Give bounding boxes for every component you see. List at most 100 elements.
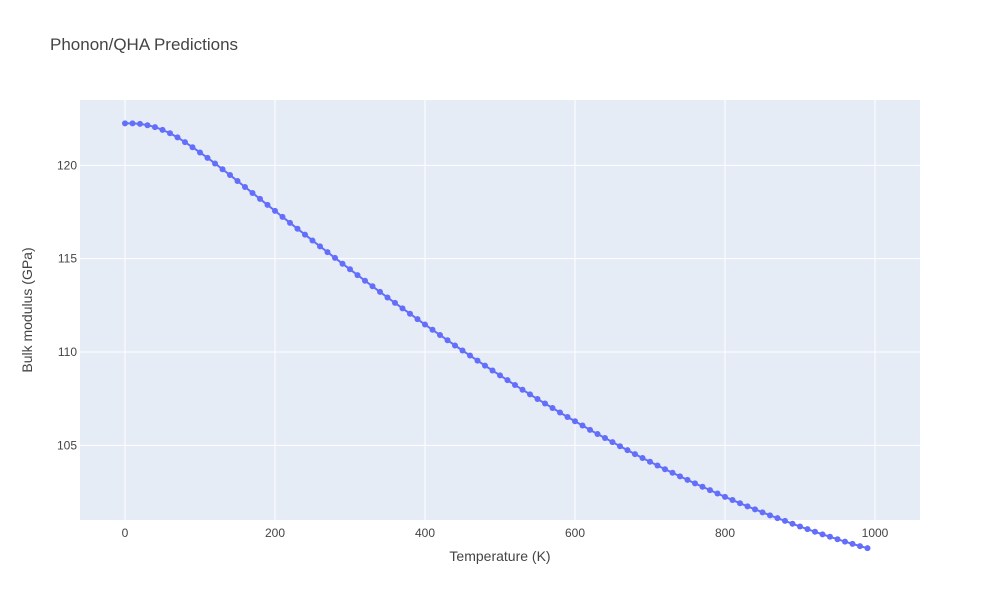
data-point[interactable]: [632, 451, 638, 458]
data-point[interactable]: [422, 321, 428, 328]
data-point[interactable]: [812, 528, 818, 535]
data-point[interactable]: [767, 512, 773, 519]
data-point[interactable]: [459, 347, 466, 354]
data-point[interactable]: [669, 469, 676, 476]
data-point[interactable]: [219, 166, 226, 173]
data-point[interactable]: [542, 400, 548, 407]
data-point[interactable]: [662, 466, 668, 473]
data-point[interactable]: [159, 126, 166, 133]
data-point[interactable]: [864, 545, 871, 552]
data-point[interactable]: [572, 418, 578, 425]
data-point[interactable]: [842, 538, 848, 545]
data-point[interactable]: [347, 266, 353, 273]
data-point[interactable]: [369, 283, 376, 290]
data-point[interactable]: [227, 172, 233, 179]
data-point[interactable]: [729, 497, 736, 504]
data-point[interactable]: [737, 500, 743, 507]
data-point[interactable]: [512, 382, 518, 389]
data-point[interactable]: [579, 422, 586, 429]
data-point[interactable]: [384, 294, 391, 301]
data-point[interactable]: [827, 533, 833, 540]
data-point[interactable]: [527, 391, 533, 398]
data-point[interactable]: [744, 503, 751, 510]
data-point[interactable]: [339, 260, 346, 267]
data-point[interactable]: [549, 405, 556, 411]
data-point[interactable]: [789, 520, 796, 527]
data-point[interactable]: [287, 219, 293, 226]
data-point[interactable]: [699, 483, 706, 490]
data-point[interactable]: [489, 367, 496, 374]
data-point[interactable]: [474, 357, 481, 364]
data-point[interactable]: [294, 225, 301, 232]
data-point[interactable]: [279, 213, 286, 220]
data-point[interactable]: [647, 458, 653, 465]
data-point[interactable]: [197, 149, 203, 156]
data-point[interactable]: [392, 299, 398, 306]
data-point[interactable]: [377, 288, 383, 295]
data-point[interactable]: [857, 543, 863, 550]
data-point[interactable]: [782, 517, 788, 524]
data-point[interactable]: [257, 195, 263, 202]
data-point[interactable]: [482, 362, 488, 369]
data-point[interactable]: [309, 237, 316, 244]
data-point[interactable]: [414, 316, 421, 323]
data-point[interactable]: [677, 473, 683, 480]
data-point[interactable]: [444, 337, 451, 344]
data-point[interactable]: [429, 326, 436, 333]
data-point[interactable]: [324, 249, 331, 256]
data-point[interactable]: [272, 207, 278, 214]
data-point[interactable]: [182, 139, 188, 146]
data-point[interactable]: [752, 506, 758, 513]
data-point[interactable]: [152, 124, 158, 131]
data-point[interactable]: [722, 493, 728, 500]
data-point[interactable]: [692, 480, 698, 487]
data-point[interactable]: [332, 254, 338, 261]
data-point[interactable]: [399, 305, 406, 312]
data-point[interactable]: [654, 462, 661, 469]
data-point[interactable]: [594, 430, 601, 437]
data-point[interactable]: [609, 439, 616, 446]
data-point[interactable]: [617, 443, 623, 450]
data-point[interactable]: [137, 120, 143, 127]
data-point[interactable]: [249, 189, 256, 196]
data-point[interactable]: [714, 490, 721, 497]
data-point[interactable]: [467, 352, 473, 359]
data-point[interactable]: [849, 540, 856, 547]
data-point[interactable]: [504, 377, 511, 384]
data-point[interactable]: [212, 160, 218, 167]
data-point[interactable]: [362, 277, 368, 284]
data-point[interactable]: [437, 332, 443, 339]
data-point[interactable]: [519, 386, 526, 393]
data-point[interactable]: [167, 130, 173, 137]
data-point[interactable]: [564, 413, 571, 420]
data-point[interactable]: [804, 526, 811, 533]
data-point[interactable]: [587, 426, 593, 433]
data-point[interactable]: [759, 509, 766, 516]
data-point[interactable]: [189, 144, 196, 151]
data-point[interactable]: [497, 372, 503, 379]
data-point[interactable]: [407, 310, 413, 317]
data-point[interactable]: [774, 515, 781, 522]
data-point[interactable]: [317, 243, 323, 250]
data-point[interactable]: [234, 178, 241, 185]
data-point[interactable]: [354, 272, 361, 279]
data-point[interactable]: [557, 409, 563, 416]
data-point[interactable]: [204, 154, 211, 161]
data-point[interactable]: [302, 231, 308, 238]
data-point[interactable]: [174, 134, 181, 141]
data-point[interactable]: [242, 183, 248, 190]
data-point[interactable]: [129, 120, 136, 127]
data-point[interactable]: [834, 536, 841, 543]
data-point[interactable]: [819, 531, 826, 538]
data-point[interactable]: [264, 201, 271, 208]
data-point[interactable]: [452, 342, 458, 349]
data-point[interactable]: [797, 523, 803, 530]
data-point[interactable]: [639, 455, 646, 462]
data-point[interactable]: [624, 447, 631, 454]
data-point[interactable]: [684, 476, 691, 483]
data-point[interactable]: [602, 435, 608, 442]
data-point[interactable]: [144, 122, 151, 129]
data-point[interactable]: [534, 396, 541, 403]
data-point[interactable]: [707, 487, 713, 494]
data-point[interactable]: [122, 120, 128, 127]
